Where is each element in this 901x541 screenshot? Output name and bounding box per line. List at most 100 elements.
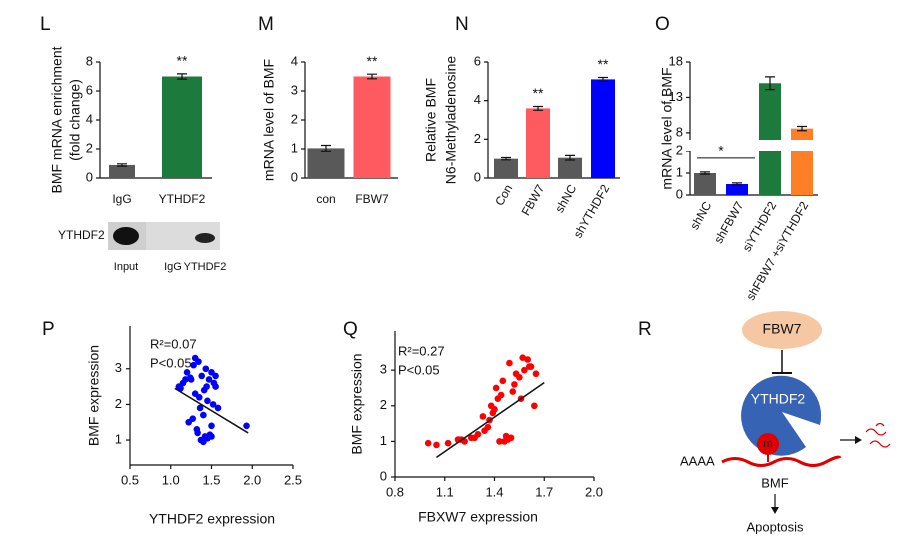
blot-lane-label: Input [114, 261, 138, 273]
fit-line [436, 382, 545, 459]
x-tick-label: FBW7 [519, 182, 548, 218]
m6a-mark [757, 433, 779, 455]
point [444, 439, 452, 447]
y-tick-label: 1 [115, 431, 122, 446]
x-axis-label: YTHDF2 expression [149, 511, 275, 527]
x-tick-label: 1.7 [535, 484, 553, 499]
error-bar [732, 182, 742, 186]
point [487, 402, 495, 410]
x-tick-label: 1.4 [485, 484, 503, 499]
panel-letter: Q [343, 319, 358, 340]
axis-break [684, 140, 818, 151]
x-axis-label: FBXW7 expression [418, 509, 538, 525]
y-tick-label: 6 [474, 53, 481, 68]
panel-letter: R [638, 319, 652, 340]
error-bar [501, 156, 511, 161]
point [506, 359, 513, 367]
ythdf2-shape [741, 375, 822, 456]
bar [162, 76, 202, 178]
y-tick-label: 8 [86, 53, 93, 68]
mrna-strand [721, 455, 842, 467]
blot-band [113, 227, 139, 245]
point [243, 422, 250, 430]
y-tick-label: 2 [474, 131, 481, 146]
point [509, 388, 517, 395]
point [210, 379, 218, 387]
x-tick-label: 2.0 [243, 472, 261, 487]
point [190, 361, 197, 369]
degraded-mrna [865, 422, 891, 448]
panel-letter: L [40, 14, 51, 35]
diagram: R FBW7 YTHDF2 m AAAA BMF Apoptosis [638, 311, 891, 534]
y-tick-label: 1 [676, 164, 683, 179]
point [198, 372, 206, 380]
point [499, 377, 507, 385]
x-tick-label: con [316, 192, 335, 206]
chart-panel: 0 2 4 6 Relative BMF N6-Methyladenosine N Con FB… [423, 14, 620, 240]
stat-label: P<0.05 [398, 362, 440, 377]
error-bar [177, 73, 187, 80]
fit-line [174, 387, 249, 434]
stat-label: R²=0.07 [150, 336, 197, 351]
point [479, 413, 487, 420]
point [195, 393, 203, 401]
polya-label: AAAA [680, 453, 715, 468]
x-tick-label: 2.0 [585, 484, 603, 499]
chart-panel: 0.5 1.0 1.5 2.0 2.5 1 2 3 BMF expression YTHDF2 e… [42, 319, 302, 527]
point [424, 439, 432, 447]
x-tick-label: 1.1 [436, 484, 454, 499]
point [511, 381, 518, 388]
y-tick-label: 4 [474, 92, 481, 107]
chart-panel: 0 2 4 6 8 BMF mRNA enrichment (fold change) L Ig… [40, 14, 226, 273]
bar [791, 128, 813, 195]
point [521, 366, 528, 374]
bar [526, 108, 550, 178]
point [496, 438, 503, 445]
point [202, 365, 210, 373]
error-bar [700, 171, 710, 175]
x-tick-label: shNC [552, 182, 579, 215]
point [208, 422, 215, 430]
panel-letter: M [258, 14, 274, 35]
y-axis-label: mRNA level of BMF [659, 67, 675, 189]
significance: ** [533, 85, 544, 101]
bar [109, 164, 135, 178]
bar [759, 83, 781, 195]
blot-band [195, 233, 215, 243]
y-tick-label: 2 [676, 142, 683, 157]
stat-label: P<0.05 [150, 355, 192, 370]
x-tick-label: 2.5 [284, 472, 302, 487]
y-axis-label: (fold change) [67, 79, 83, 161]
y-tick-label: 2 [115, 396, 122, 411]
point [507, 434, 515, 442]
panel-letter: N [455, 14, 469, 35]
point [497, 391, 505, 399]
point [471, 434, 478, 442]
point [484, 423, 492, 431]
m6a-label: m [763, 438, 772, 450]
blot-lane-label: YTHDF2 [184, 261, 227, 273]
y-tick-label: 0 [474, 169, 481, 184]
significance: ** [177, 53, 188, 69]
point [489, 409, 497, 417]
point [208, 433, 215, 440]
blot-label: YTHDF2 [58, 228, 105, 242]
point [204, 397, 211, 405]
y-tick-label: 0 [291, 169, 298, 184]
error-bar [797, 125, 807, 132]
point [203, 383, 210, 390]
bar [726, 184, 748, 195]
x-tick-label: shFBW7 +siYTHDF2 [743, 199, 811, 303]
arrow-head [855, 436, 862, 444]
point [502, 432, 510, 440]
ythdf2-label: YTHDF2 [751, 391, 806, 407]
point [205, 376, 213, 383]
error-bar [565, 154, 575, 161]
apoptosis-label: Apoptosis [746, 519, 804, 534]
point [433, 441, 440, 449]
significance: ** [367, 53, 378, 69]
y-tick-label: 2 [86, 140, 93, 155]
x-tick-label: IgG [112, 192, 131, 206]
